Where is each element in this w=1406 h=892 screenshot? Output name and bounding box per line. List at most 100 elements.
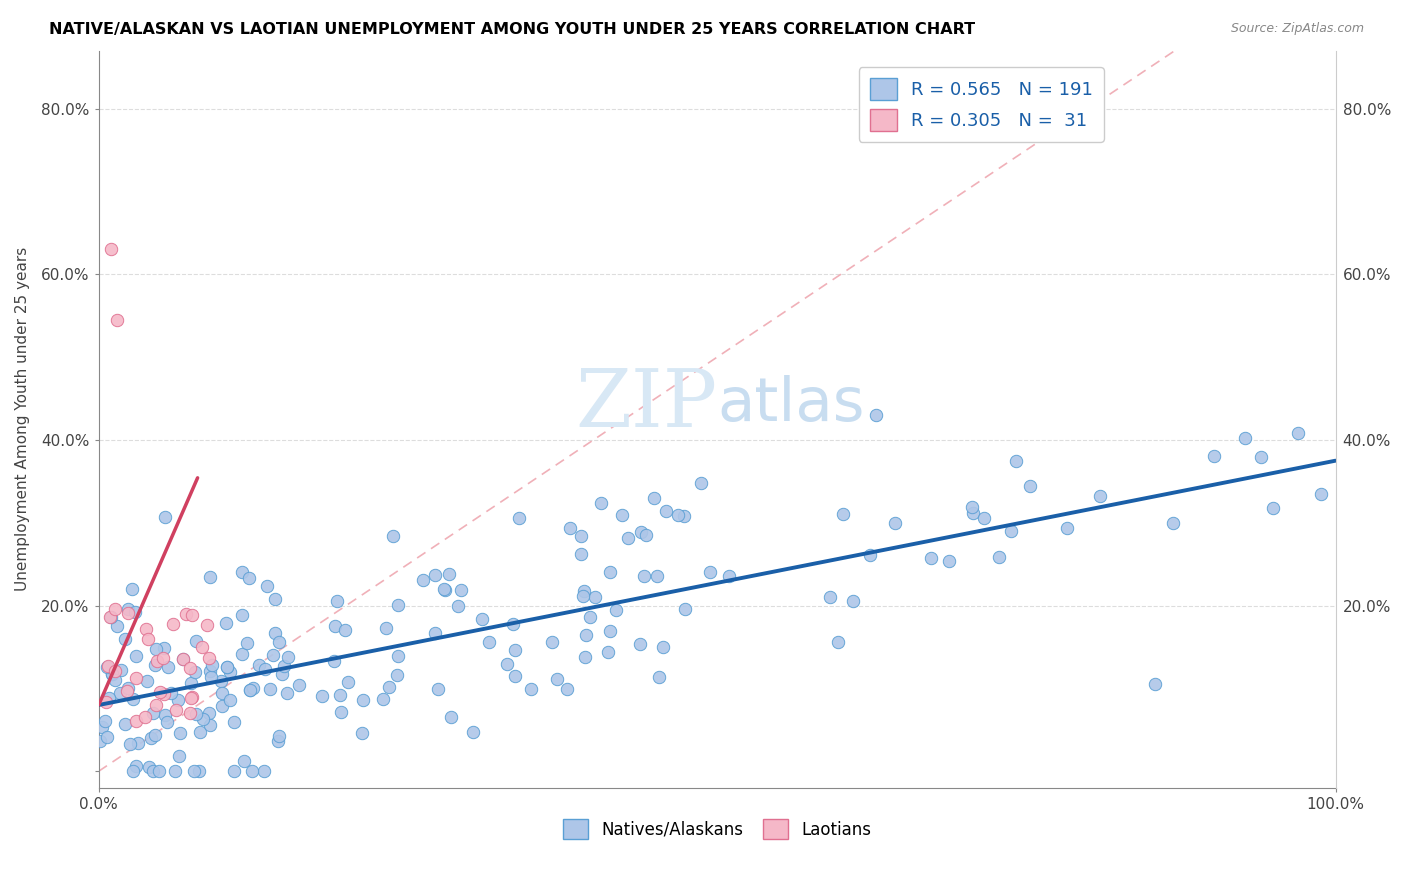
Point <box>242 681 264 696</box>
Point <box>94 695 117 709</box>
Point <box>148 764 170 779</box>
Point <box>262 648 284 663</box>
Point <box>100 243 122 257</box>
Point <box>988 549 1011 564</box>
Point <box>329 688 352 702</box>
Point <box>200 670 222 684</box>
Point <box>385 668 408 682</box>
Point <box>214 615 236 630</box>
Point <box>124 605 146 619</box>
Y-axis label: Unemployment Among Youth under 25 years: Unemployment Among Youth under 25 years <box>15 247 30 591</box>
Point <box>146 654 169 668</box>
Point <box>270 666 292 681</box>
Point <box>180 608 202 623</box>
Point <box>471 612 494 626</box>
Point <box>508 511 530 525</box>
Point <box>120 737 142 751</box>
Point <box>224 764 246 779</box>
Point <box>628 637 651 651</box>
Point <box>117 681 139 695</box>
Point <box>425 625 447 640</box>
Point <box>134 710 156 724</box>
Point <box>1250 450 1272 464</box>
Point <box>138 760 160 774</box>
Point <box>1000 524 1022 539</box>
Point <box>569 547 592 561</box>
Point <box>105 619 128 633</box>
Point <box>98 691 121 706</box>
Point <box>267 734 290 748</box>
Point <box>432 582 454 596</box>
Point <box>101 666 124 681</box>
Point <box>183 764 205 779</box>
Point <box>104 602 127 616</box>
Point <box>560 521 582 535</box>
Point <box>572 590 595 604</box>
Point <box>322 654 344 668</box>
Point <box>267 635 290 649</box>
Point <box>125 648 148 663</box>
Point <box>239 682 262 697</box>
Point <box>89 734 111 748</box>
Point <box>239 682 262 697</box>
Point <box>617 532 640 546</box>
Point <box>1204 449 1226 463</box>
Point <box>105 313 128 327</box>
Point <box>96 730 118 744</box>
Point <box>104 673 127 687</box>
Point <box>820 590 842 604</box>
Point <box>198 717 221 731</box>
Point <box>159 686 181 700</box>
Point <box>108 686 131 700</box>
Point <box>142 706 165 721</box>
Point <box>433 583 456 598</box>
Point <box>236 636 259 650</box>
Point <box>630 524 652 539</box>
Point <box>599 624 621 639</box>
Point <box>643 491 665 505</box>
Point <box>209 673 232 688</box>
Point <box>690 476 713 491</box>
Point <box>127 736 149 750</box>
Point <box>115 684 138 698</box>
Point <box>172 651 194 665</box>
Point <box>827 635 849 649</box>
Point <box>648 670 671 684</box>
Point <box>256 579 278 593</box>
Point <box>605 602 627 616</box>
Point <box>610 508 633 522</box>
Point <box>973 511 995 525</box>
Point <box>503 643 526 657</box>
Point <box>645 569 668 583</box>
Point <box>110 663 132 677</box>
Point <box>219 665 242 679</box>
Point <box>666 508 689 523</box>
Point <box>519 682 541 697</box>
Point <box>326 593 349 607</box>
Point <box>184 706 207 721</box>
Point <box>865 408 887 422</box>
Point <box>673 602 696 616</box>
Point <box>583 590 606 604</box>
Point <box>596 644 619 658</box>
Point <box>167 748 190 763</box>
Point <box>859 548 882 562</box>
Point <box>502 616 524 631</box>
Point <box>547 673 569 687</box>
Text: atlas: atlas <box>717 375 865 434</box>
Point <box>267 729 290 743</box>
Point <box>201 658 224 673</box>
Point <box>122 764 145 779</box>
Point <box>231 565 253 579</box>
Point <box>195 617 218 632</box>
Point <box>174 607 197 621</box>
Point <box>238 571 260 585</box>
Point <box>263 625 285 640</box>
Point <box>717 569 740 583</box>
Point <box>117 606 139 620</box>
Point <box>352 726 374 740</box>
Point <box>352 692 374 706</box>
Point <box>540 635 562 649</box>
Point <box>135 622 157 636</box>
Point <box>1161 516 1184 531</box>
